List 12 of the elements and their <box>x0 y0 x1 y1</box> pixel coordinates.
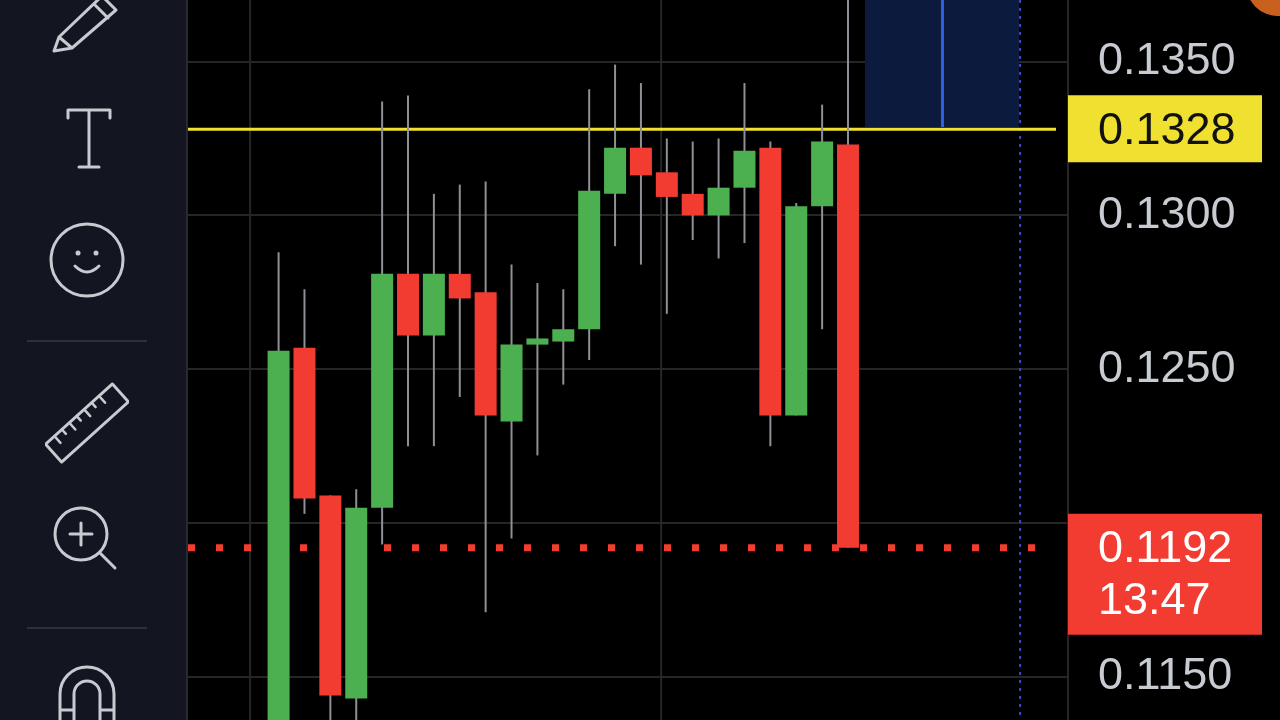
y-tick-label: 0.1350 <box>1098 32 1236 84</box>
candlestick <box>681 140 704 241</box>
y-tick-label: 0.1250 <box>1098 340 1236 392</box>
y-tick-label: 0.1150 <box>1098 648 1233 700</box>
y-tick-label: 0.1300 <box>1098 186 1236 238</box>
ref-line-label: 0.1192 <box>1098 521 1233 573</box>
candlestick <box>552 288 575 386</box>
candlestick <box>448 183 471 398</box>
text: 13:47 <box>1098 573 1211 625</box>
ref-line-label: 0.1328 <box>1098 102 1236 154</box>
candlestick <box>655 137 678 315</box>
candlestick <box>526 282 549 457</box>
